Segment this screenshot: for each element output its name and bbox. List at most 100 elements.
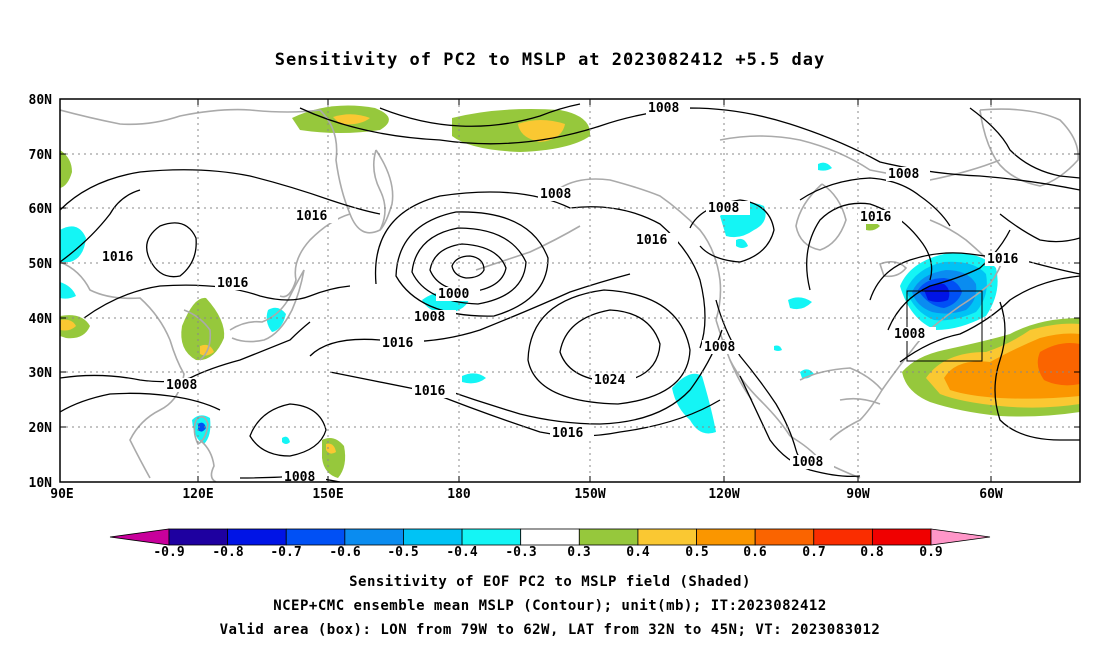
colorbar-low-end	[109, 528, 170, 546]
ontario-green-spot	[866, 222, 880, 231]
lon-label: 150W	[574, 487, 605, 502]
taiwan-island	[193, 416, 209, 446]
caption-line-2: NCEP+CMC ensemble mean MSLP (Contour); u…	[273, 598, 827, 614]
colorbar-label: 0.4	[626, 545, 650, 560]
colorbar-cell	[344, 528, 404, 546]
colorbar-label: -0.6	[329, 545, 360, 560]
japan-islands	[229, 269, 305, 343]
contour-1024-high	[559, 309, 661, 383]
atlantic-red-orange-region	[1037, 343, 1080, 386]
contour-label-1000: 1000	[438, 287, 469, 302]
colorbar-cell	[871, 528, 932, 546]
colorbar-cell	[520, 528, 580, 546]
contour-label-1008: 1008	[792, 455, 823, 470]
na-west-coast	[715, 319, 791, 437]
china-coast	[60, 261, 185, 479]
contour-labels: 1008 1008 1008 1008 1016 1016 1016 1016 …	[100, 101, 1029, 485]
colorbar-label: -0.5	[387, 545, 418, 560]
colorbar-label: -0.4	[446, 545, 477, 560]
map-title: Sensitivity of PC2 to MSLP at 2023082412…	[274, 50, 826, 70]
lat-label: 40N	[29, 312, 53, 327]
colorbar-label: -0.3	[505, 545, 536, 560]
siberia-east-coast	[319, 109, 386, 234]
alaska-coast	[559, 178, 722, 321]
great-lakes	[878, 260, 908, 278]
axis-ticks	[60, 98, 1080, 482]
contour-1004-ring	[429, 243, 507, 293]
contour-label-1008: 1008	[888, 167, 919, 182]
lat-label: 60N	[29, 202, 53, 217]
graticule	[60, 99, 1080, 482]
contour-1016-npac	[439, 329, 723, 425]
pacific-cyan-spot	[282, 436, 290, 444]
colorbar-cell	[285, 528, 346, 546]
contour-label-1016: 1016	[636, 233, 667, 248]
canada-cyan-spot	[818, 162, 832, 171]
contour-1000-low	[451, 255, 485, 279]
contour-label-1016: 1016	[987, 252, 1018, 267]
colorbar-high-end	[930, 528, 991, 546]
contour-1016-main	[374, 191, 706, 349]
philippines-islands	[199, 439, 217, 482]
west-cyan-patch-2	[60, 282, 76, 299]
contour-1016-pac-ring	[249, 403, 327, 457]
contour-1008-calif	[715, 299, 821, 465]
contour-1016-subtrop	[329, 371, 721, 437]
lon-label: 120E	[182, 487, 213, 502]
contour-1016-south	[309, 273, 631, 357]
colorbar-label: 0.3	[567, 545, 590, 560]
contour-far-east	[999, 213, 1080, 243]
contour-label-1008: 1008	[414, 310, 445, 325]
gulf-cyan-spot	[774, 345, 782, 351]
contour-1008-mexico	[739, 375, 861, 478]
contour-1008-sw	[60, 392, 221, 413]
contour-label-1016: 1016	[217, 276, 248, 291]
contour-1008-box	[887, 229, 1011, 331]
colorbar-cell	[227, 528, 287, 546]
mslp-contours	[60, 103, 1080, 482]
negative-sensitivity-shading	[60, 162, 998, 444]
contour-1008-hudson	[799, 177, 951, 227]
longitude-labels: 90E 120E 150E 180 150W 120W 90W 60W	[50, 487, 1003, 502]
colorbar-label: 0.9	[919, 545, 942, 560]
korea-peninsula	[183, 309, 212, 361]
contour-label-1008: 1008	[894, 327, 925, 342]
contour-arctic-inner	[379, 103, 581, 127]
lat-label: 30N	[29, 366, 53, 381]
contour-label-1008: 1008	[540, 187, 571, 202]
kamchatka	[375, 149, 394, 231]
colorbar-label: 0.5	[685, 545, 708, 560]
lon-label: 90W	[846, 487, 870, 502]
contour-label-1016: 1016	[552, 426, 583, 441]
contour-greenland	[969, 107, 1080, 179]
contour-label-1016: 1016	[414, 384, 445, 399]
lon-label: 90E	[50, 487, 73, 502]
lon-label: 120W	[708, 487, 739, 502]
colorbar-cell	[168, 528, 229, 546]
east-us-deepblue-core	[924, 283, 950, 302]
contour-label-1016: 1016	[860, 210, 891, 225]
us-cyan-spot	[788, 297, 812, 310]
contour-1016-north	[60, 169, 381, 215]
contour-1012-east	[899, 275, 1080, 363]
colorbar-label: 0.8	[860, 545, 884, 560]
colorbar-cell	[403, 528, 463, 546]
hudson-bay	[795, 183, 847, 251]
philippines-yellow-patch	[326, 443, 336, 454]
colorbar-label: -0.8	[212, 545, 243, 560]
contour-label-1008: 1008	[708, 201, 739, 216]
contour-1020-east	[994, 301, 1080, 441]
china-coast-yellow-patch	[60, 319, 76, 331]
contour-1016-continent	[806, 202, 933, 291]
lat-label: 20N	[29, 421, 53, 436]
colorbar-cell	[461, 528, 522, 546]
contour-1008-sea-asia	[60, 321, 311, 383]
lon-label: 180	[447, 487, 471, 502]
colorbar-label: -0.7	[270, 545, 301, 560]
colorbar-label: 0.6	[743, 545, 767, 560]
okhotsk-coast	[279, 213, 351, 298]
colorbar-cell	[754, 528, 815, 546]
bc-cyan-spot	[736, 238, 748, 248]
us-east-coast	[881, 255, 1005, 391]
lat-label: 10N	[29, 476, 53, 491]
